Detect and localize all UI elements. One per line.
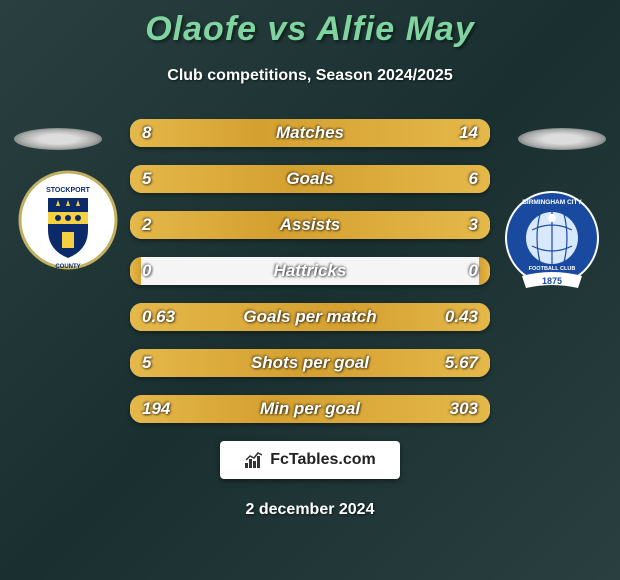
stat-label: Goals xyxy=(130,165,490,193)
page-date: 2 december 2024 xyxy=(0,501,620,519)
svg-text:BIRMINGHAM CITY: BIRMINGHAM CITY xyxy=(522,199,582,206)
stat-label: Min per goal xyxy=(130,395,490,423)
svg-text:STOCKPORT: STOCKPORT xyxy=(46,187,91,194)
stat-label: Hattricks xyxy=(130,257,490,285)
stat-row: 00Hattricks xyxy=(130,257,490,285)
stat-row: 56Goals xyxy=(130,165,490,193)
svg-text:COUNTY: COUNTY xyxy=(55,264,80,270)
stat-row: 23Assists xyxy=(130,211,490,239)
stockport-crest-icon: STOCKPORT COUNTY xyxy=(18,170,118,270)
stat-row: 814Matches xyxy=(130,119,490,147)
stat-label: Goals per match xyxy=(130,303,490,331)
stats-container: 814Matches 56Goals 23Assists 00Hattricks 0.6… xyxy=(130,119,490,423)
stat-row: 0.630.43Goals per match xyxy=(130,303,490,331)
club-crest-left: STOCKPORT COUNTY xyxy=(18,170,118,270)
player-shadow-right xyxy=(518,128,606,150)
player-shadow-left xyxy=(14,128,102,150)
birmingham-crest-icon: 1875 BIRMINGHAM CITY BIRMINGHAM CITY FOO… xyxy=(502,190,602,300)
site-logo: FcTables.com xyxy=(220,441,400,479)
stat-label: Matches xyxy=(130,119,490,147)
svg-text:1875: 1875 xyxy=(542,276,562,286)
svg-text:FOOTBALL CLUB: FOOTBALL CLUB xyxy=(529,266,576,272)
club-crest-right: 1875 BIRMINGHAM CITY BIRMINGHAM CITY FOO… xyxy=(502,190,602,290)
page-title: Olaofe vs Alfie May xyxy=(0,0,620,49)
site-logo-text: FcTables.com xyxy=(270,451,376,469)
page-subtitle: Club competitions, Season 2024/2025 xyxy=(0,67,620,85)
stat-label: Assists xyxy=(130,211,490,239)
fctables-icon xyxy=(244,451,264,469)
stat-label: Shots per goal xyxy=(130,349,490,377)
stat-row: 194303Min per goal xyxy=(130,395,490,423)
svg-text:BIRMINGHAM CITY: BIRMINGHAM CITY xyxy=(502,190,534,192)
stat-row: 55.67Shots per goal xyxy=(130,349,490,377)
